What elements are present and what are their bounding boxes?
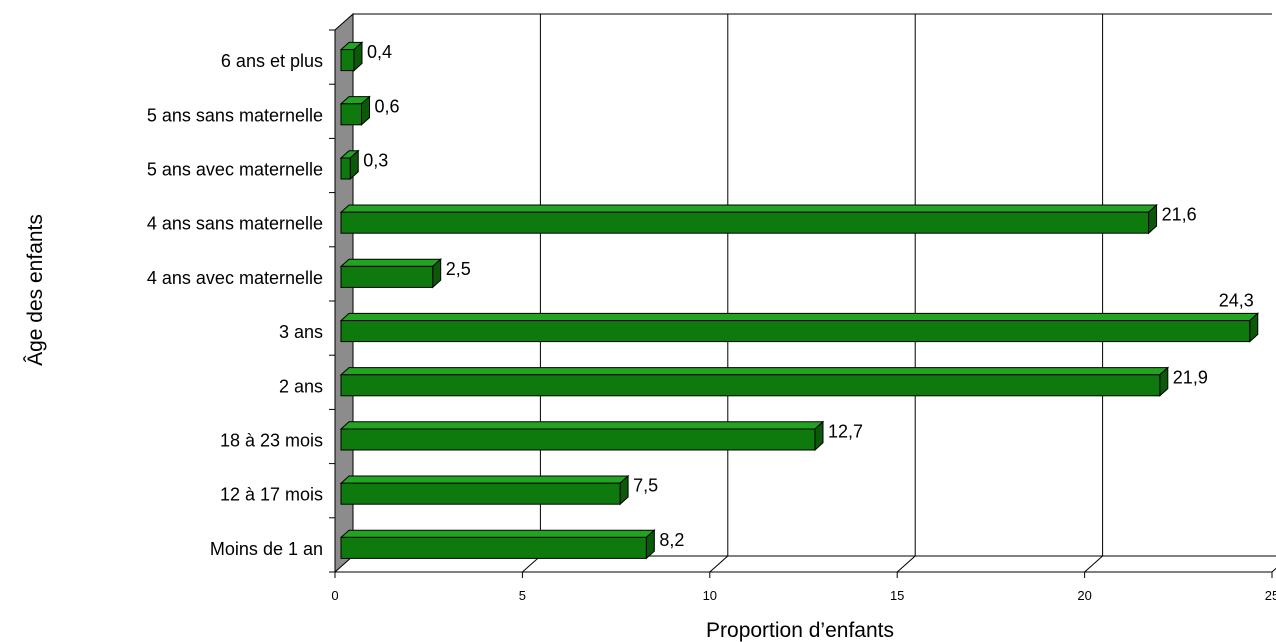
bar-top-face [339, 421, 825, 430]
bar-top-face [339, 367, 1170, 376]
gridline-floor [1084, 555, 1103, 573]
x-tick-label: 20 [1077, 588, 1091, 603]
category-label: 4 ans avec maternelle [147, 268, 323, 288]
x-tick-label: 0 [331, 588, 338, 603]
value-label: 0,4 [367, 42, 392, 62]
gridlines [334, 13, 1276, 578]
gridline-floor [1271, 567, 1276, 573]
x-tick-label: 5 [519, 588, 526, 603]
bar-front-face [340, 211, 1150, 234]
category-label: 2 ans [279, 376, 323, 396]
bar [339, 41, 364, 72]
x-tick-label: 15 [890, 588, 904, 603]
bar-front-face [340, 49, 355, 72]
bar [339, 258, 443, 289]
x-tick-label: 10 [703, 588, 717, 603]
bar [339, 366, 1170, 397]
category-label: 6 ans et plus [221, 51, 323, 71]
value-label: 2,5 [446, 259, 471, 279]
category-label: 5 ans avec maternelle [147, 160, 323, 180]
value-label: 12,7 [828, 422, 863, 442]
gridline-floor [709, 555, 729, 573]
bar-front-face [340, 374, 1161, 397]
bars [339, 41, 1260, 560]
bar [339, 529, 656, 560]
value-label: 7,5 [633, 476, 658, 496]
value-label: 0,3 [363, 151, 388, 171]
labels: 0 5 10 15 20 25 8,2 Moins de 1 an 7,5 12 à 17 moi… [147, 42, 1276, 603]
y-axis-title: Âge des enfants [24, 214, 47, 366]
bar-front-face [340, 265, 434, 288]
bar-front-face [340, 482, 621, 505]
value-label: 21,9 [1173, 367, 1208, 387]
bar [339, 149, 360, 181]
bar [339, 203, 1158, 235]
category-label: 5 ans sans maternelle [147, 105, 323, 125]
value-label: 24,3 [1219, 291, 1254, 311]
category-label: 4 ans sans maternelle [147, 214, 323, 234]
bar-top-face [339, 312, 1260, 322]
bar-top-face [339, 204, 1158, 213]
bar-front-face [340, 157, 351, 180]
bar-front-face [340, 536, 647, 559]
bar [339, 420, 825, 452]
category-label: 18 à 23 mois [220, 431, 323, 451]
bar-front-face [340, 103, 362, 126]
bar [339, 474, 630, 506]
bar-front-face [340, 320, 1251, 343]
value-label: 21,6 [1162, 205, 1197, 225]
value-label: 0,6 [374, 96, 399, 116]
bar [339, 312, 1260, 343]
category-label: 3 ans [279, 322, 323, 342]
bar-top-face [339, 529, 656, 538]
bar-top-face [339, 475, 630, 484]
value-label: 8,2 [659, 530, 684, 550]
bar-top-face [339, 258, 443, 267]
x-tick-label: 25 [1265, 588, 1276, 603]
bar-front-face [340, 428, 816, 451]
bar [339, 95, 371, 126]
category-label: Moins de 1 an [210, 539, 323, 559]
category-label: 12 à 17 mois [220, 485, 323, 505]
x-axis-title: Proportion d’enfants [706, 619, 894, 642]
gridline-floor [896, 555, 916, 573]
